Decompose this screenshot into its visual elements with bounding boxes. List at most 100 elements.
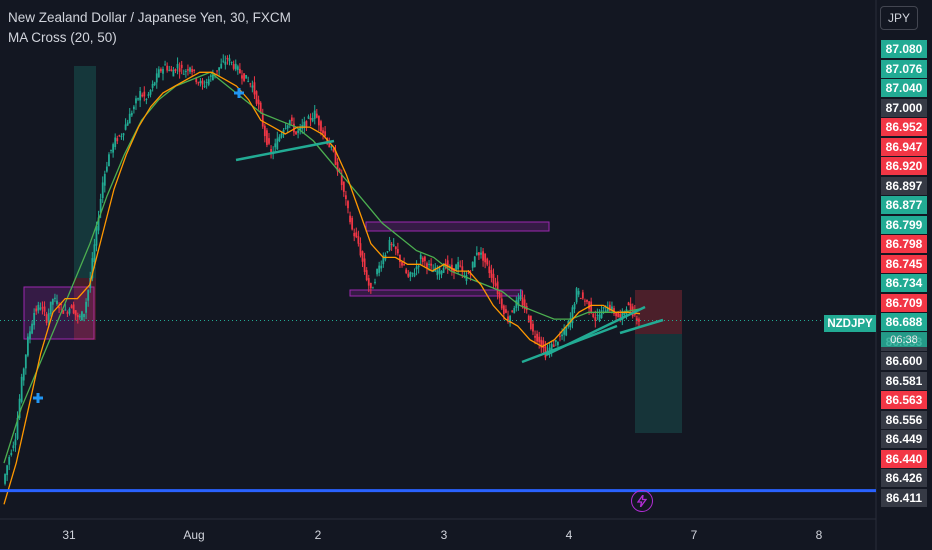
candle-body (230, 62, 233, 64)
trendline (619, 318, 664, 335)
price-label: 86.688 (881, 313, 927, 331)
candle-body (488, 266, 491, 274)
ma-fast-line (3, 71, 641, 505)
price-label: 86.581 (881, 371, 927, 390)
candle-body (164, 64, 166, 66)
candle-body (209, 75, 212, 77)
candle-body (45, 314, 48, 324)
indicator-label[interactable]: MA Cross (20, 50) (8, 30, 117, 45)
price-label: 86.426 (881, 469, 927, 487)
candle-body (149, 90, 152, 95)
x-tick-label: 31 (62, 528, 76, 542)
candle-body (280, 133, 283, 138)
candle-body (386, 251, 389, 253)
candle-body (490, 270, 493, 278)
candle-body (317, 116, 320, 126)
candle-body (268, 138, 270, 144)
candle-body (480, 252, 482, 255)
price-label: 86.897 (881, 176, 927, 195)
candle-body (332, 148, 335, 152)
candle-body (87, 290, 90, 301)
price-label: 86.440 (881, 449, 927, 468)
candle-body (403, 264, 405, 266)
candle-body (459, 265, 462, 267)
candle-body (411, 272, 414, 274)
candle-body (527, 315, 530, 323)
candle-body (27, 336, 29, 356)
currency-button[interactable]: JPY (880, 6, 918, 30)
candle-body (392, 244, 395, 247)
candle-body (83, 313, 85, 318)
candle-body (401, 261, 403, 266)
candle-body (536, 333, 539, 342)
candle-body (276, 138, 279, 150)
candle-body (347, 201, 349, 209)
candle-body (478, 252, 480, 256)
candle-body (355, 232, 358, 238)
candle-body (6, 465, 9, 476)
candle-body (365, 270, 368, 281)
candle-body (241, 75, 243, 79)
candle-body (47, 313, 50, 322)
candle-body (602, 307, 605, 309)
candle-body (124, 124, 127, 130)
candle-body (70, 305, 73, 309)
candle-body (534, 335, 536, 338)
candle-body (309, 117, 312, 120)
candle-body (540, 339, 543, 348)
candlestick-series (4, 54, 640, 486)
price-label: 87.076 (881, 59, 927, 78)
candle-body (157, 69, 160, 78)
candle-body (635, 318, 638, 321)
candle-body (288, 120, 291, 124)
candle-body (469, 274, 472, 276)
candle-body (284, 128, 287, 130)
candle-body (259, 102, 262, 113)
candle-body (307, 116, 310, 119)
candle-body (76, 314, 79, 318)
candle-body (604, 310, 607, 313)
lightning-icon[interactable] (631, 490, 653, 512)
candle-body (421, 257, 424, 262)
candle-body (423, 256, 426, 262)
candle-body (382, 257, 385, 265)
price-label: 86.709 (881, 293, 927, 312)
candle-body (120, 136, 123, 138)
candle-body (322, 130, 324, 134)
candle-body (363, 258, 366, 272)
candle-body (20, 376, 23, 402)
zone-rect (349, 289, 523, 297)
candle-body (99, 198, 102, 213)
candle-body (155, 73, 158, 83)
candle-body (515, 300, 518, 309)
candle-body (521, 297, 524, 306)
candle-body (467, 272, 470, 274)
candle-body (95, 225, 98, 246)
candle-body (195, 78, 198, 83)
candle-body (552, 344, 555, 347)
candle-body (207, 79, 210, 85)
drawing-overlays (0, 88, 876, 493)
candle-body (615, 312, 617, 317)
candle-body (286, 125, 289, 129)
candle-body (588, 301, 590, 309)
candle-body (51, 299, 54, 305)
candle-body (509, 315, 511, 324)
candle-body (486, 258, 489, 265)
candle-body (569, 318, 572, 328)
candle-body (197, 82, 200, 84)
candle-body (270, 148, 272, 153)
candle-body (274, 143, 277, 148)
candle-body (60, 304, 63, 306)
candle-body (74, 310, 77, 316)
candle-body (103, 173, 106, 186)
candle-body (72, 304, 75, 314)
candle-body (278, 136, 281, 142)
candle-body (345, 195, 347, 200)
candle-body (617, 312, 620, 318)
candle-body (81, 311, 83, 321)
candle-body (172, 70, 175, 77)
plus-icon (33, 393, 43, 403)
candle-body (184, 71, 187, 73)
